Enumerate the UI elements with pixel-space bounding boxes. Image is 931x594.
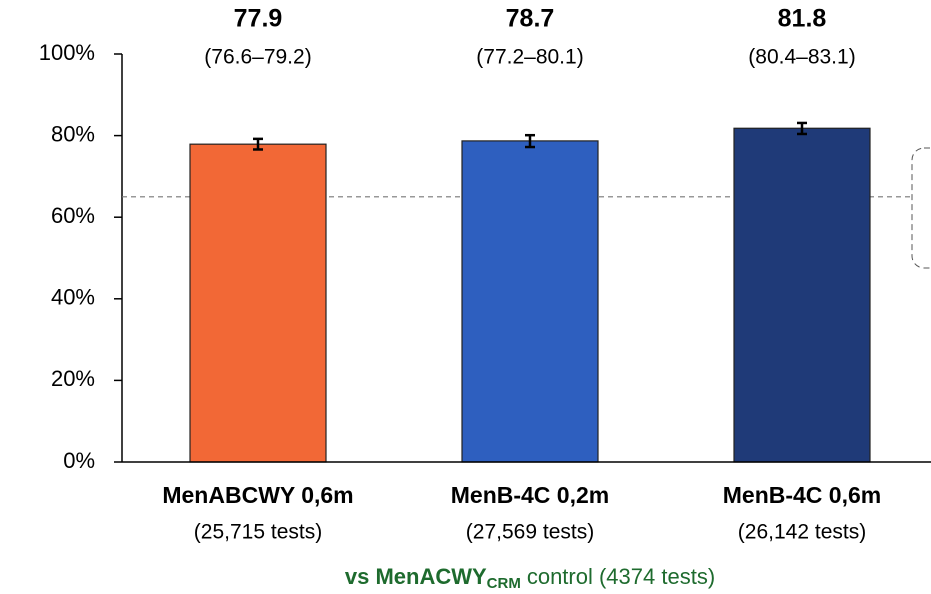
bar <box>733 127 871 463</box>
y-tick-label: 80% <box>51 121 95 146</box>
footnote-bold: vs MenACWY <box>345 564 487 589</box>
bar <box>461 140 599 463</box>
value-label: 81.8 <box>778 5 827 33</box>
footnote-rest: control (4374 tests) <box>527 564 715 589</box>
ci-label: (77.2–80.1) <box>476 46 583 69</box>
y-tick-label: 40% <box>51 285 95 310</box>
x-tick-label: MenB-4C 0,6m <box>723 482 881 508</box>
value-label: 77.9 <box>234 5 283 33</box>
ci-label: (76.6–79.2) <box>204 46 311 69</box>
value-label: 78.7 <box>506 5 555 33</box>
bar <box>189 143 327 463</box>
footnote: vs MenACWYCRM control (4374 tests) <box>345 564 715 592</box>
category-note: (27,569 tests) <box>466 521 594 544</box>
y-tick-label: 100% <box>39 40 95 65</box>
category-note: (25,715 tests) <box>194 521 322 544</box>
category-note: (26,142 tests) <box>738 521 866 544</box>
footnote-sub: CRM <box>487 575 521 592</box>
x-tick-label: MenABCWY 0,6m <box>162 482 353 508</box>
x-tick-label: MenB-4C 0,2m <box>451 482 609 508</box>
callout-box <box>911 147 931 269</box>
y-tick-label: 20% <box>51 366 95 391</box>
y-tick-label: 0% <box>63 448 95 473</box>
ci-label: (80.4–83.1) <box>748 46 855 69</box>
y-tick-label: 60% <box>51 203 95 228</box>
